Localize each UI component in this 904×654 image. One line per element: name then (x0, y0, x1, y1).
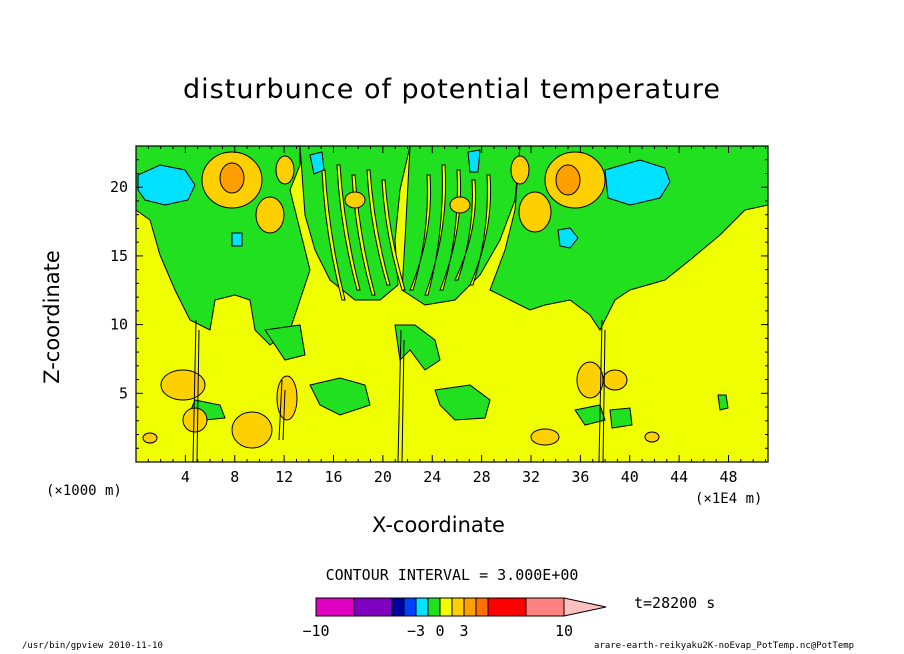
gold-patch-15 (142, 432, 158, 444)
x-tick-label: 32 (522, 468, 540, 486)
gold-patch-8 (449, 196, 471, 214)
yellow-rib-5 (381, 179, 406, 291)
colorbar-cell (487, 597, 527, 617)
colorbar-cell (427, 597, 441, 617)
colorbar-cell (475, 597, 489, 617)
gold-patch-12 (576, 361, 604, 399)
x-tick-label: 4 (181, 468, 190, 486)
cyan-region-6 (231, 232, 243, 247)
cyan-region-3 (309, 151, 325, 175)
orange-core-2 (555, 164, 581, 196)
yellow-rib-7 (424, 164, 447, 296)
x-tick-label: 36 (571, 468, 589, 486)
contour-interval-label: CONTOUR INTERVAL = 3.000E+00 (325, 566, 579, 584)
green-region-12 (717, 394, 729, 411)
x-tick-label: 16 (324, 468, 342, 486)
x-unit-note-right: (×1E4 m) (695, 491, 763, 507)
colorbar-cell (415, 597, 429, 617)
green-region-10 (574, 404, 606, 426)
footer-right-text: arare-earth-reikyaku2K-noEvap_PotTemp.nc… (594, 641, 855, 651)
gold-patch-6 (510, 155, 530, 185)
x-tick-label: 48 (719, 468, 737, 486)
colorbar-cell (391, 597, 405, 617)
gold-patch-7 (344, 191, 366, 209)
filament-3 (598, 319, 606, 462)
gold-patch-11 (231, 411, 273, 449)
y-tick-label: 5 (119, 384, 128, 402)
x-tick-label: 44 (670, 468, 688, 486)
y-axis-label: Z-coordinate (40, 250, 64, 384)
cyan-region-5 (557, 227, 579, 249)
colorbar-tick-label: 3 (459, 622, 468, 640)
x-axis-label: X-coordinate (372, 513, 505, 537)
gold-patch-16 (644, 431, 660, 443)
green-region-6 (394, 324, 441, 371)
green-region-8 (434, 384, 491, 421)
x-tick-label: 20 (374, 468, 392, 486)
colorbar-tick-label: −3 (407, 622, 425, 640)
colorbar-cell (525, 597, 565, 617)
y-tick-label: 10 (110, 316, 128, 334)
x-tick-label: 40 (621, 468, 639, 486)
yellow-rib-6 (409, 174, 432, 291)
colorbar-tick-label: 0 (435, 622, 444, 640)
chart-title: disturbunce of potential temperature (183, 74, 721, 105)
x-tick-label: 8 (230, 468, 239, 486)
gold-patch-4 (518, 191, 552, 233)
gold-patch-3 (255, 196, 285, 234)
yellow-rib-1 (321, 169, 346, 301)
green-region-5 (264, 324, 306, 361)
colorbar-cell (439, 597, 453, 617)
green-region-7 (309, 377, 371, 416)
filament-1 (192, 319, 200, 462)
cyan-region-1 (137, 164, 196, 206)
y-tick-label: 20 (110, 178, 128, 196)
gold-patch-5 (275, 155, 295, 185)
orange-core-1 (219, 162, 245, 194)
yellow-rib-4 (366, 169, 391, 286)
yellow-rib-10 (469, 174, 492, 286)
x-tick-label: 28 (473, 468, 491, 486)
x-unit-note-left: (×1000 m) (46, 483, 122, 499)
yellow-rib-9 (454, 179, 477, 281)
colorbar-cell (451, 597, 465, 617)
x-tick-label: 12 (275, 468, 293, 486)
colorbar-tick-label: 10 (555, 622, 573, 640)
time-label: t=28200 s (634, 594, 716, 612)
filament-2 (397, 329, 405, 462)
gold-patch-10 (182, 407, 208, 433)
footer-left-text: /usr/bin/gpview 2010-11-10 (22, 641, 163, 651)
filament-4 (278, 379, 286, 441)
cyan-region-2 (604, 159, 671, 206)
colorbar-tick-label: −10 (302, 622, 329, 640)
colorbar-cell (315, 597, 355, 617)
colorbar-arrow (563, 597, 607, 617)
gold-patch-14 (530, 428, 560, 446)
plot-frame (135, 145, 769, 463)
yellow-rib-2 (336, 164, 361, 291)
green-region-11 (609, 407, 633, 429)
colorbar-cell (403, 597, 417, 617)
colorbar-cell (463, 597, 477, 617)
colorbar-cell (353, 597, 393, 617)
x-tick-label: 24 (423, 468, 441, 486)
y-tick-label: 15 (110, 247, 128, 265)
cyan-region-4 (467, 149, 481, 173)
gold-patch-13 (602, 369, 628, 391)
